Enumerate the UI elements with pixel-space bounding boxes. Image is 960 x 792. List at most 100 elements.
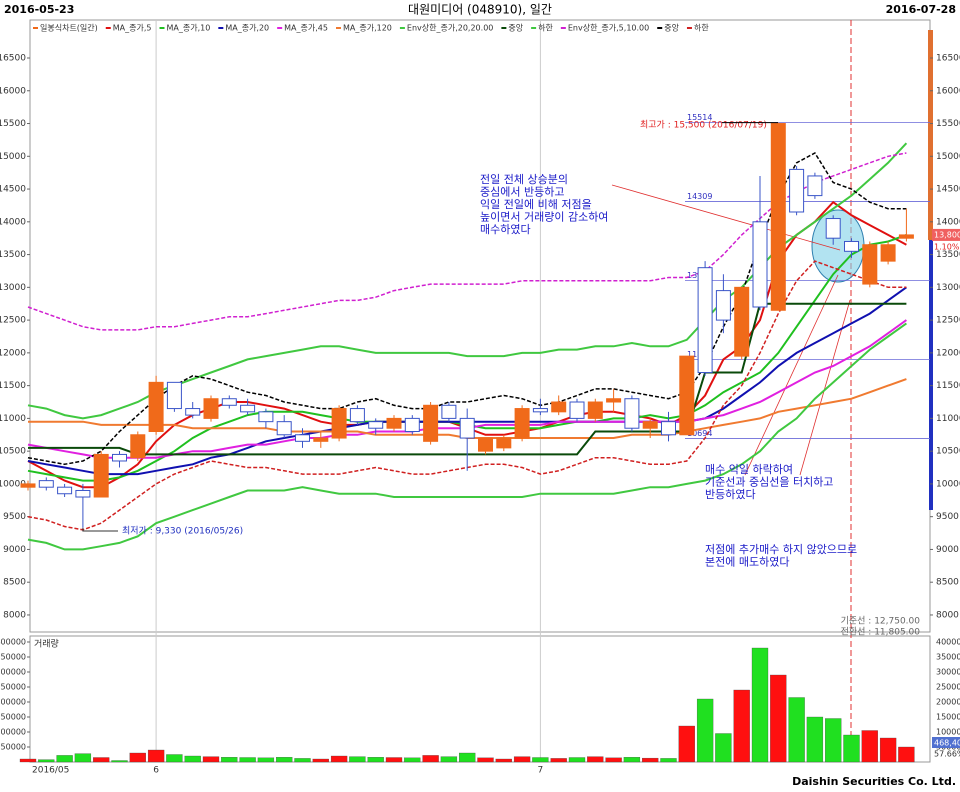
candle-body xyxy=(112,453,127,462)
y-tick-label: 13000 xyxy=(936,283,960,293)
volume-bar xyxy=(312,758,329,763)
candle-body xyxy=(404,417,420,432)
y-tick-label: 16500 xyxy=(936,54,960,64)
candle-body xyxy=(38,480,54,488)
candle-body xyxy=(368,421,384,429)
candle-body xyxy=(587,401,603,419)
legend-label: 하한 xyxy=(538,23,553,33)
y-tick-label: 16000 xyxy=(936,86,960,96)
candle-body xyxy=(898,234,914,239)
candle-body xyxy=(295,434,310,442)
legend-label: 중앙 xyxy=(664,23,679,33)
y-tick-label: 12000 xyxy=(936,348,960,358)
x-tick-label: 6 xyxy=(153,766,159,776)
legend-label: 하한 xyxy=(694,23,709,33)
volume-bar xyxy=(440,756,458,763)
candle-body xyxy=(862,244,878,285)
volume-side-label: 468,40 xyxy=(934,739,960,748)
date-end: 2016-07-28 xyxy=(886,3,956,16)
candle-body xyxy=(75,489,91,498)
y-tick-label: 14500 xyxy=(936,185,960,195)
candle-body xyxy=(642,421,658,429)
y-tick-label: 15500 xyxy=(0,119,26,129)
volume-bar xyxy=(422,755,439,763)
y-tick-label: 400000 xyxy=(936,638,960,647)
volume-bar xyxy=(879,737,897,763)
volume-bar xyxy=(861,730,878,763)
price-range-bar xyxy=(929,240,933,510)
candle-body xyxy=(532,408,548,413)
y-tick-label: 13500 xyxy=(0,250,26,260)
annotation: 매수하였다 xyxy=(480,222,531,236)
candle-body xyxy=(331,408,347,439)
y-tick-label: 9000 xyxy=(3,545,26,555)
volume-last-box xyxy=(932,737,960,748)
y-tick-label: 11500 xyxy=(936,381,960,391)
y-tick-label: 15000 xyxy=(0,152,26,162)
candle-body xyxy=(185,408,201,416)
volume-bar xyxy=(660,758,677,763)
volume-bar xyxy=(74,753,92,763)
candle-body xyxy=(313,437,329,442)
volume-bar xyxy=(147,749,165,763)
annotation: 기준선과 중심선을 터치하고 xyxy=(705,475,833,489)
arrow xyxy=(611,184,841,251)
level-label: 14309 xyxy=(687,192,712,201)
y-tick-label: 12000 xyxy=(0,348,26,358)
candle-body xyxy=(661,421,676,436)
volume-bar xyxy=(202,756,220,763)
candle-body xyxy=(276,421,292,436)
candle-body xyxy=(258,411,274,423)
annotation: 익일 전일에 비해 저점을 xyxy=(480,197,592,211)
candle-body xyxy=(880,244,896,262)
candle-body xyxy=(551,401,567,413)
y-tick-label: 12500 xyxy=(936,316,960,326)
y-tick-label: 11000 xyxy=(0,414,26,424)
volume-bar xyxy=(111,760,128,763)
annotation: 반등하였다 xyxy=(705,487,756,501)
legend-label: MA_종가,20 xyxy=(225,24,269,33)
x-tick-label: 7 xyxy=(538,766,544,776)
y-tick-label: 200000 xyxy=(936,698,960,707)
volume-bar xyxy=(806,716,824,763)
y-tick-label: 50000 xyxy=(1,743,26,752)
y-tick-label: 8500 xyxy=(3,578,26,588)
volume-bar xyxy=(239,757,256,763)
candle-body xyxy=(148,381,164,432)
volume-bar xyxy=(587,756,604,763)
volume-bar xyxy=(642,757,659,763)
y-tick-label: 14000 xyxy=(0,217,26,227)
level-label: 10694 xyxy=(687,429,712,438)
y-tick-label: 15500 xyxy=(936,119,960,129)
volume-bar xyxy=(459,752,476,763)
candle-body xyxy=(441,404,457,419)
volume-bar xyxy=(166,754,183,763)
annotation: 본전에 매도하였다 xyxy=(705,555,789,569)
candle-body xyxy=(349,408,365,423)
volume-bar xyxy=(788,697,805,763)
volume-bar xyxy=(495,758,512,763)
volume-bar xyxy=(605,757,622,763)
y-tick-label: 10000 xyxy=(0,479,26,489)
y-tick-label: 14500 xyxy=(0,185,26,195)
candle-body xyxy=(386,417,402,429)
legend-label: Env상한_종가,20,20.00 xyxy=(407,23,493,33)
candle-body xyxy=(697,267,713,374)
volume-bar xyxy=(623,757,641,763)
candle-body xyxy=(57,486,73,495)
legend-label: MA_종가,120 xyxy=(343,24,392,33)
level-label: 15514 xyxy=(687,113,712,122)
candle-body xyxy=(825,218,841,239)
candle-body xyxy=(679,355,695,436)
annotation: 전일 전체 상승분의 xyxy=(480,172,568,186)
date-start: 2016-05-23 xyxy=(4,3,74,16)
legend-label: 중앙 xyxy=(508,23,523,33)
y-tick-label: 10000 xyxy=(936,479,960,489)
annotation: 저점에 추가매수 하지 않았으므로 xyxy=(705,542,857,556)
y-tick-label: 16500 xyxy=(0,54,26,64)
candle-body xyxy=(569,401,585,419)
candle-body xyxy=(715,290,731,321)
volume-bar xyxy=(532,757,549,763)
